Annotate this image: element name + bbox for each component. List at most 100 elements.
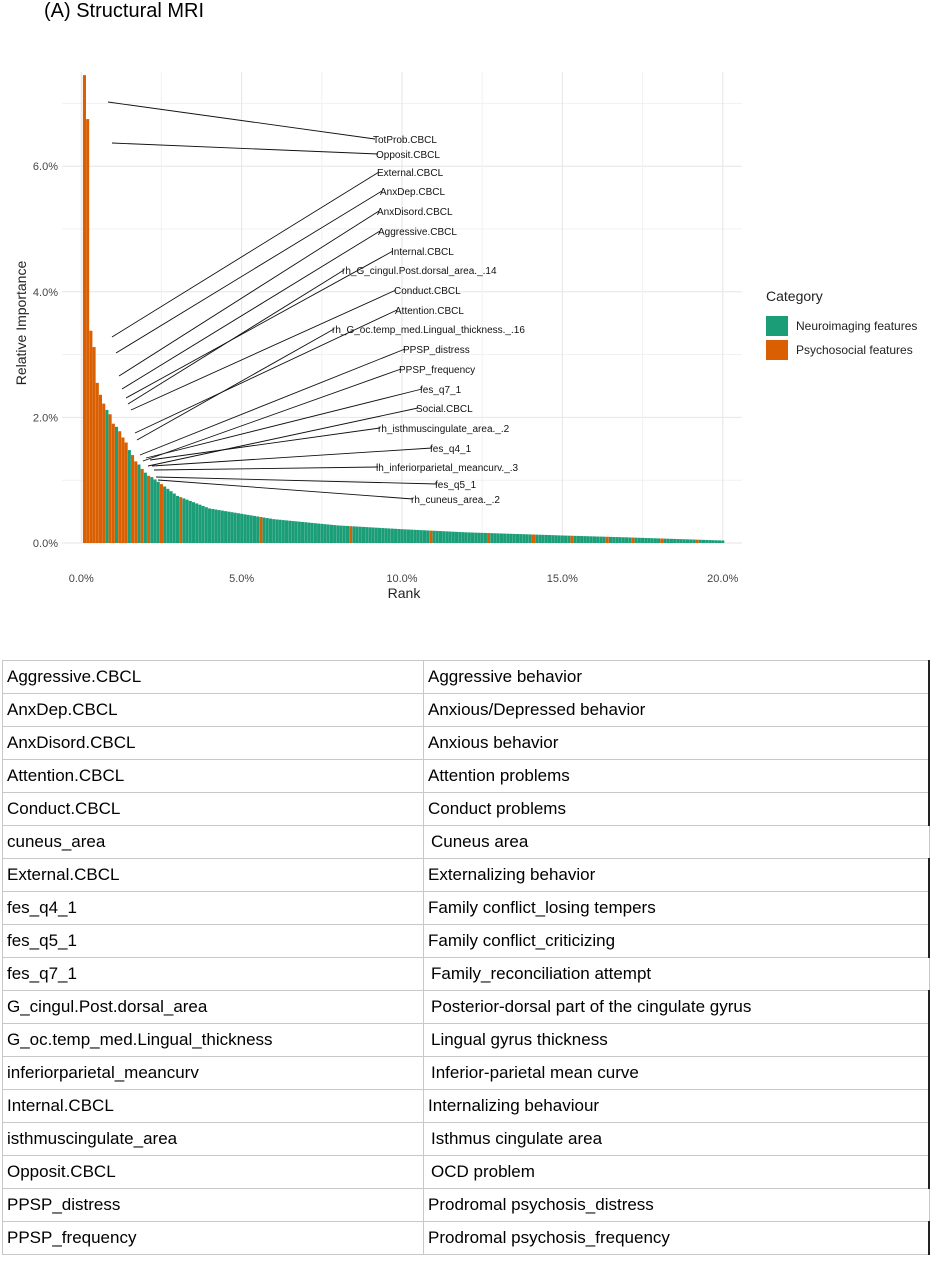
bar-neuro bbox=[297, 521, 301, 543]
glossary-code: cuneus_area bbox=[2, 825, 424, 859]
annotation-leader bbox=[155, 476, 438, 485]
bar-neuro bbox=[288, 520, 292, 543]
bar-neuro bbox=[567, 535, 571, 543]
bar-neuro bbox=[483, 532, 487, 543]
glossary-code: PPSP_distress bbox=[2, 1188, 424, 1222]
bar-neuro bbox=[336, 525, 340, 543]
bar-neuro bbox=[416, 529, 420, 543]
glossary-description: Externalizing behavior bbox=[423, 858, 930, 892]
annotation-leader bbox=[134, 309, 398, 434]
glossary-row: Opposit.CBCL OCD problem bbox=[2, 1155, 930, 1189]
bar-neuro bbox=[172, 493, 176, 543]
bar-neuro bbox=[329, 524, 333, 543]
y-tick-label: 2.0% bbox=[33, 412, 58, 424]
glossary-row: Conduct.CBCL Conduct problems bbox=[2, 792, 930, 826]
bar-neuro bbox=[509, 533, 513, 543]
bar-neuro bbox=[339, 525, 343, 543]
bar-neuro bbox=[535, 534, 539, 543]
bar-neuro bbox=[403, 529, 407, 543]
bar-neuro bbox=[464, 532, 468, 543]
bar-neuro bbox=[679, 539, 683, 543]
annotation-leader bbox=[111, 171, 380, 338]
bar-neuro bbox=[519, 534, 523, 543]
bar-neuro bbox=[400, 529, 404, 543]
bar-neuro bbox=[515, 533, 520, 543]
bar-neuro bbox=[371, 527, 375, 543]
glossary-row: Attention.CBCL Attention problems bbox=[2, 759, 930, 793]
bar-neuro bbox=[224, 511, 228, 543]
glossary-row: G_oc.temp_med.Lingual_thickness Lingual g… bbox=[2, 1023, 930, 1057]
glossary-description: Isthmus cingulate area bbox=[423, 1122, 930, 1156]
bar-neuro bbox=[548, 535, 552, 543]
bar-neuro bbox=[374, 527, 378, 543]
bar-neuro bbox=[705, 539, 709, 543]
annotation-leader bbox=[130, 289, 397, 411]
bar-psycho bbox=[349, 526, 353, 543]
bar-neuro bbox=[195, 503, 199, 543]
bar-neuro bbox=[191, 502, 196, 543]
annotation-leader bbox=[125, 250, 394, 399]
annotation-label: fes_q4_1 bbox=[430, 444, 472, 455]
glossary-description: Family_reconciliation attempt bbox=[423, 957, 930, 991]
glossary-code: G_oc.temp_med.Lingual_thickness bbox=[2, 1023, 424, 1057]
bar-neuro bbox=[634, 537, 638, 543]
bar-neuro bbox=[214, 509, 218, 543]
bar-neuro bbox=[490, 533, 494, 543]
annotation-leader bbox=[121, 230, 381, 390]
annotation-leader bbox=[153, 466, 379, 471]
bar-neuro bbox=[410, 529, 414, 543]
bar-neuro bbox=[105, 409, 109, 543]
annotation-leader bbox=[118, 210, 380, 377]
annotation-leader bbox=[107, 101, 376, 140]
bar-neuro bbox=[544, 534, 548, 543]
bar-neuro bbox=[458, 532, 462, 543]
glossary-description: Internalizing behaviour bbox=[423, 1089, 930, 1123]
bar-neuro bbox=[650, 538, 654, 543]
bar-neuro bbox=[426, 530, 430, 543]
bar-psycho bbox=[179, 497, 183, 543]
glossary-row: AnxDep.CBCL Anxious/Depressed behavior bbox=[2, 693, 930, 727]
bar-neuro bbox=[143, 472, 147, 543]
bar-neuro bbox=[320, 523, 324, 543]
bar-neuro bbox=[188, 500, 192, 543]
glossary-row: Internal.CBCL Internalizing behaviour bbox=[2, 1089, 930, 1123]
legend-item-neuroimaging: Neuroimaging features bbox=[766, 314, 917, 338]
legend-label-psychosocial: Psychosocial features bbox=[796, 343, 913, 357]
bar-neuro bbox=[580, 536, 584, 543]
bar-psycho bbox=[131, 455, 135, 543]
bar-neuro bbox=[615, 537, 619, 543]
bar-neuro bbox=[499, 533, 503, 543]
glossary-code: PPSP_frequency bbox=[2, 1221, 424, 1255]
bar-neuro bbox=[326, 524, 330, 543]
y-axis-title: Relative Importance bbox=[13, 261, 29, 386]
bar-neuro bbox=[461, 532, 465, 543]
bar-psycho bbox=[102, 403, 106, 543]
glossary-code: fes_q7_1 bbox=[2, 957, 424, 991]
annotation-label: Aggressive.CBCL bbox=[378, 227, 457, 238]
bar-neuro bbox=[676, 539, 680, 543]
bar-neuro bbox=[361, 526, 366, 543]
bar-psycho bbox=[124, 442, 128, 543]
bar-neuro bbox=[576, 535, 580, 543]
annotation-label: rh_isthmuscingulate_area._.2 bbox=[378, 424, 510, 435]
bar-psycho bbox=[92, 347, 96, 543]
x-tick-label: 15.0% bbox=[547, 573, 578, 585]
bar-neuro bbox=[682, 539, 686, 543]
annotation-leader bbox=[115, 190, 383, 354]
glossary-row: PPSP_frequency Prodromal psychosis_freque… bbox=[2, 1221, 930, 1255]
bar-neuro bbox=[663, 538, 667, 543]
neuroimaging-swatch bbox=[766, 316, 788, 336]
bar-neuro bbox=[698, 539, 702, 543]
annotation-label: rh_G_oc.temp_med.Lingual_thickness._.16 bbox=[332, 325, 525, 336]
bar-neuro bbox=[471, 532, 475, 543]
bar-neuro bbox=[381, 528, 385, 543]
bar-neuro bbox=[127, 450, 131, 543]
bar-neuro bbox=[432, 530, 436, 543]
bar-neuro bbox=[278, 519, 282, 543]
bar-neuro bbox=[185, 499, 189, 543]
bar-neuro bbox=[413, 529, 417, 543]
bar-neuro bbox=[448, 531, 452, 543]
bar-neuro bbox=[394, 528, 398, 543]
bar-psycho bbox=[429, 530, 433, 543]
glossary-description: Posterior-dorsal part of the cingulate g… bbox=[423, 990, 930, 1024]
